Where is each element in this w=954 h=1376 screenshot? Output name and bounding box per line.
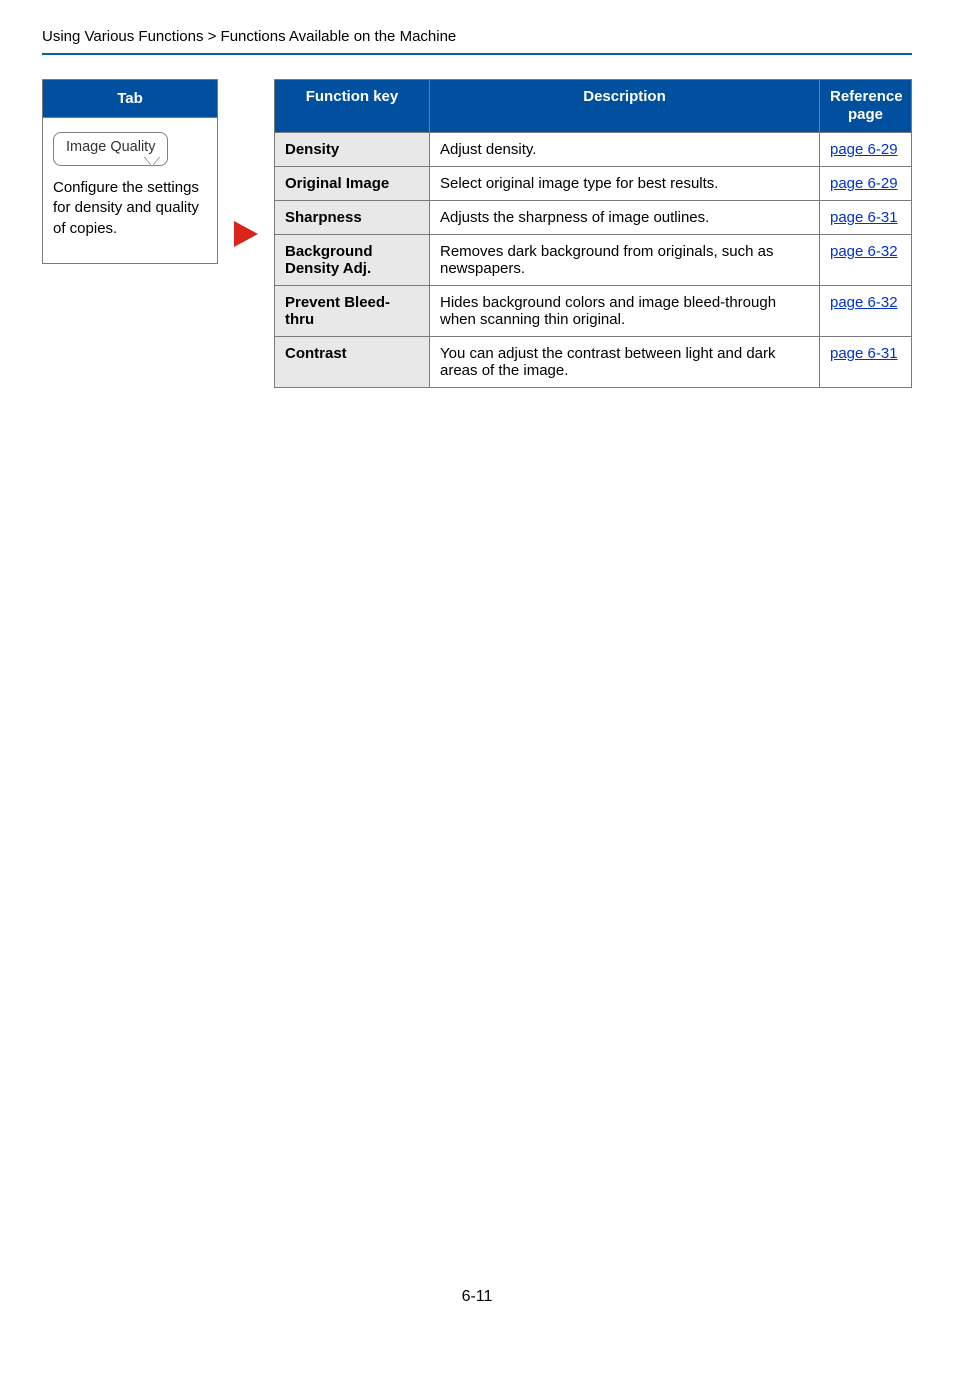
description-cell: Adjusts the sharpness of image outlines. (430, 201, 820, 235)
page-number: 6-11 (42, 1288, 912, 1336)
description-cell: Removes dark background from originals, … (430, 235, 820, 286)
page-link[interactable]: page 6-32 (830, 294, 898, 311)
header-description: Description (430, 80, 820, 133)
page-link[interactable]: page 6-31 (830, 209, 898, 226)
content-row: Tab Image Quality Configure the settings… (42, 79, 912, 388)
table-row: ContrastYou can adjust the contrast betw… (275, 337, 912, 388)
table-row: Background Density Adj.Removes dark back… (275, 235, 912, 286)
tab-body: Image Quality Configure the settings for… (42, 118, 218, 264)
reference-cell: page 6-32 (820, 235, 912, 286)
reference-cell: page 6-29 (820, 167, 912, 201)
function-key-cell: Prevent Bleed-thru (275, 286, 430, 337)
reference-cell: page 6-32 (820, 286, 912, 337)
page-link[interactable]: page 6-31 (830, 345, 898, 362)
header-reference: Reference page (820, 80, 912, 133)
reference-cell: page 6-29 (820, 133, 912, 167)
header-function-key: Function key (275, 80, 430, 133)
description-cell: You can adjust the contrast between ligh… (430, 337, 820, 388)
tab-description: Configure the settings for density and q… (53, 178, 207, 239)
table-row: Original ImageSelect original image type… (275, 167, 912, 201)
table-row: Prevent Bleed-thruHides background color… (275, 286, 912, 337)
table-row: DensityAdjust density. page 6-29 (275, 133, 912, 167)
function-key-cell: Sharpness (275, 201, 430, 235)
description-cell: Select original image type for best resu… (430, 167, 820, 201)
arrow-right-icon (232, 219, 260, 249)
breadcrumb: Using Various Functions > Functions Avai… (42, 28, 912, 53)
description-cell: Hides background colors and image bleed-… (430, 286, 820, 337)
table-column: Function key Description Reference page … (274, 79, 912, 388)
tab-column: Tab Image Quality Configure the settings… (42, 79, 218, 264)
functions-table: Function key Description Reference page … (274, 79, 912, 388)
page-link[interactable]: page 6-29 (830, 175, 898, 192)
page-container: Using Various Functions > Functions Avai… (0, 0, 954, 1376)
function-key-cell: Density (275, 133, 430, 167)
reference-cell: page 6-31 (820, 337, 912, 388)
function-key-cell: Original Image (275, 167, 430, 201)
page-link[interactable]: page 6-29 (830, 141, 898, 158)
description-cell: Adjust density. (430, 133, 820, 167)
table-header-row: Function key Description Reference page (275, 80, 912, 133)
table-row: SharpnessAdjusts the sharpness of image … (275, 201, 912, 235)
function-key-cell: Contrast (275, 337, 430, 388)
reference-cell: page 6-31 (820, 201, 912, 235)
divider (42, 53, 912, 55)
tab-header: Tab (42, 79, 218, 118)
table-body: DensityAdjust density.page 6-29Original … (275, 133, 912, 388)
image-quality-button[interactable]: Image Quality (53, 132, 168, 166)
page-link[interactable]: page 6-32 (830, 243, 898, 260)
function-key-cell: Background Density Adj. (275, 235, 430, 286)
arrow-container (232, 79, 260, 249)
